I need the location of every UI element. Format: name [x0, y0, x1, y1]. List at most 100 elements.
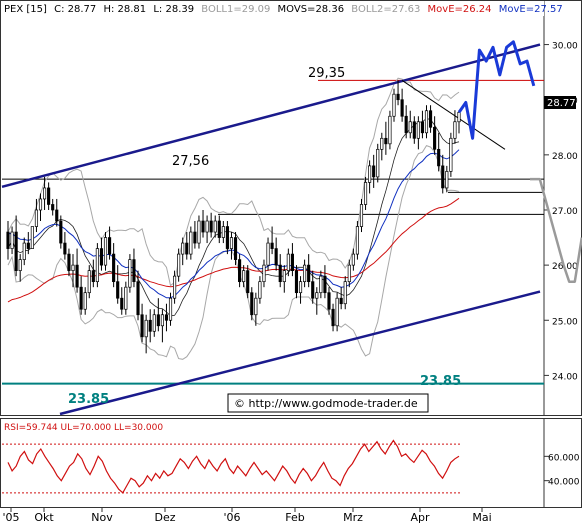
candle-body — [140, 314, 144, 338]
candle-body — [457, 112, 461, 123]
forecast-bear-path — [530, 177, 582, 283]
candle-body — [34, 209, 39, 227]
candle-body — [445, 171, 449, 189]
candle-body — [47, 187, 51, 205]
candle-body — [428, 110, 433, 128]
candle-body — [168, 297, 173, 321]
candle-body — [26, 242, 30, 249]
candle-body — [262, 264, 266, 283]
candle-body — [372, 165, 376, 178]
candle-body — [327, 292, 331, 310]
label-27-56: 27,56 — [172, 154, 209, 169]
candle-body — [400, 99, 404, 117]
source-box — [227, 393, 429, 413]
candle-body — [103, 237, 108, 266]
candle-body — [396, 93, 400, 101]
channel-lower-line — [59, 290, 541, 416]
header-boll1: BOLL1=29.09 — [201, 4, 270, 15]
candle-body — [339, 297, 343, 305]
header-high: H: 28.81 — [103, 4, 146, 15]
candle-body — [99, 248, 104, 266]
time-tick-label: Nov — [91, 511, 113, 524]
candle-body — [10, 231, 14, 249]
header-box — [1, 1, 544, 16]
candle-body — [441, 165, 445, 189]
candles — [6, 80, 461, 354]
header-ticker: PEX [15] — [4, 4, 47, 15]
rsi-tick-label: 40.000 — [548, 478, 580, 488]
candle-body — [303, 264, 307, 283]
candle-body — [376, 148, 380, 178]
candle-body — [278, 264, 282, 283]
time-tick-label: Dez — [154, 511, 175, 524]
candle-body — [351, 253, 355, 266]
candle-body — [108, 237, 112, 255]
price-tick-label: 30.00 — [552, 42, 578, 52]
candle-body — [221, 226, 225, 238]
candle-body — [254, 297, 258, 316]
movs-line — [7, 118, 460, 317]
label-23-85-left: 23.85 — [68, 392, 109, 407]
candle-body — [380, 137, 384, 150]
candle-body — [282, 270, 286, 283]
candle-body — [67, 253, 71, 271]
rsi-label: RSI=59.744 UL=70.000 LL=30.000 — [4, 423, 163, 433]
forecast-bull-path — [457, 40, 536, 140]
candle-body — [128, 259, 132, 288]
last-price-box — [544, 96, 576, 109]
candle-body — [197, 220, 201, 244]
candle-body — [307, 264, 311, 283]
bollinger-upper-line — [7, 77, 460, 287]
candle-body — [59, 220, 63, 244]
label-29-35: 29,35 — [308, 66, 345, 81]
candle-body — [343, 281, 347, 305]
candle-body — [124, 286, 128, 310]
candle-body — [209, 220, 213, 233]
candle-body — [404, 115, 408, 134]
candle-body — [225, 226, 229, 249]
candle-body — [315, 292, 319, 299]
candle-body — [136, 281, 140, 316]
candle-body — [193, 231, 197, 244]
candle-body — [384, 137, 388, 145]
candle-body — [22, 242, 26, 260]
candle-body — [238, 259, 242, 283]
candle-body — [355, 226, 359, 255]
price-tick-label: 28.00 — [552, 152, 578, 162]
candle-body — [258, 281, 262, 299]
candle-body — [95, 248, 99, 283]
candle-body — [144, 319, 148, 338]
candle-body — [30, 226, 34, 249]
horizontal-levels — [2, 79, 544, 385]
candle-body — [189, 231, 193, 255]
price-tick-label: 27.00 — [552, 207, 578, 217]
indicator-lines — [7, 77, 460, 360]
candle-body — [42, 187, 47, 200]
candle-body — [6, 231, 10, 249]
last-price-label: 28.77 — [547, 98, 576, 109]
candle-body — [453, 121, 457, 139]
candle-body — [83, 292, 87, 310]
candle-body — [87, 270, 91, 294]
candle-body — [437, 148, 441, 167]
candle-body — [323, 275, 327, 294]
candle-body — [331, 308, 335, 327]
candle-body — [242, 270, 246, 283]
candle-body — [250, 292, 254, 316]
trend-channel — [1, 43, 541, 416]
candle-body — [132, 259, 136, 283]
candle-body — [18, 259, 22, 271]
header-close: C: 28.77 — [54, 4, 96, 15]
candle-body — [266, 242, 270, 266]
candle-body — [91, 270, 95, 283]
candle-body — [71, 264, 75, 271]
candle-body — [335, 297, 339, 327]
candle-body — [270, 242, 274, 249]
candle-body — [160, 314, 164, 327]
chart-frame — [0, 0, 582, 416]
candle-body — [51, 204, 55, 211]
candle-body — [420, 121, 425, 134]
candle-body — [55, 209, 59, 222]
candle-body — [246, 270, 250, 294]
